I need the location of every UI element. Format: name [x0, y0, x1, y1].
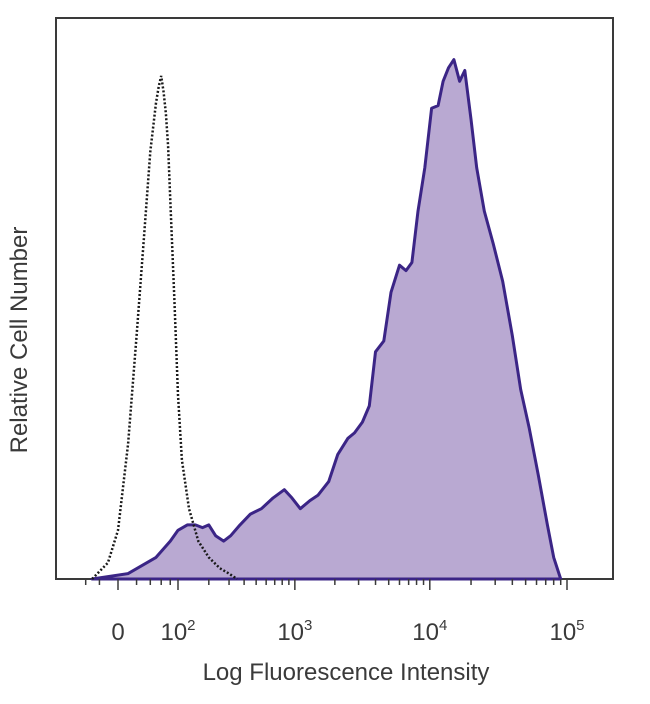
x-tick-label: 104 [412, 617, 447, 646]
x-tick-exponent: 2 [187, 617, 195, 634]
x-tick-label: 102 [160, 617, 195, 646]
control-histogram-outline [91, 75, 238, 581]
x-tick-base: 10 [277, 619, 304, 646]
x-tick-label: 0 [111, 619, 124, 646]
x-tick-base: 10 [549, 619, 576, 646]
x-tick-exponent: 5 [576, 617, 584, 634]
y-axis-title: Relative Cell Number [6, 227, 33, 454]
x-axis-ticks: 0 102 103 104 105 [84, 579, 585, 646]
stained-histogram-area [90, 58, 563, 581]
x-tick-base: 10 [160, 619, 187, 646]
series-layer [90, 58, 563, 581]
x-tick-base: 0 [111, 619, 124, 646]
x-axis-title: Log Fluorescence Intensity [203, 659, 490, 686]
x-tick-exponent: 4 [439, 617, 447, 634]
x-tick-exponent: 3 [304, 617, 312, 634]
x-tick-base: 10 [412, 619, 439, 646]
x-tick-label: 103 [277, 617, 312, 646]
x-tick-label: 105 [549, 617, 584, 646]
